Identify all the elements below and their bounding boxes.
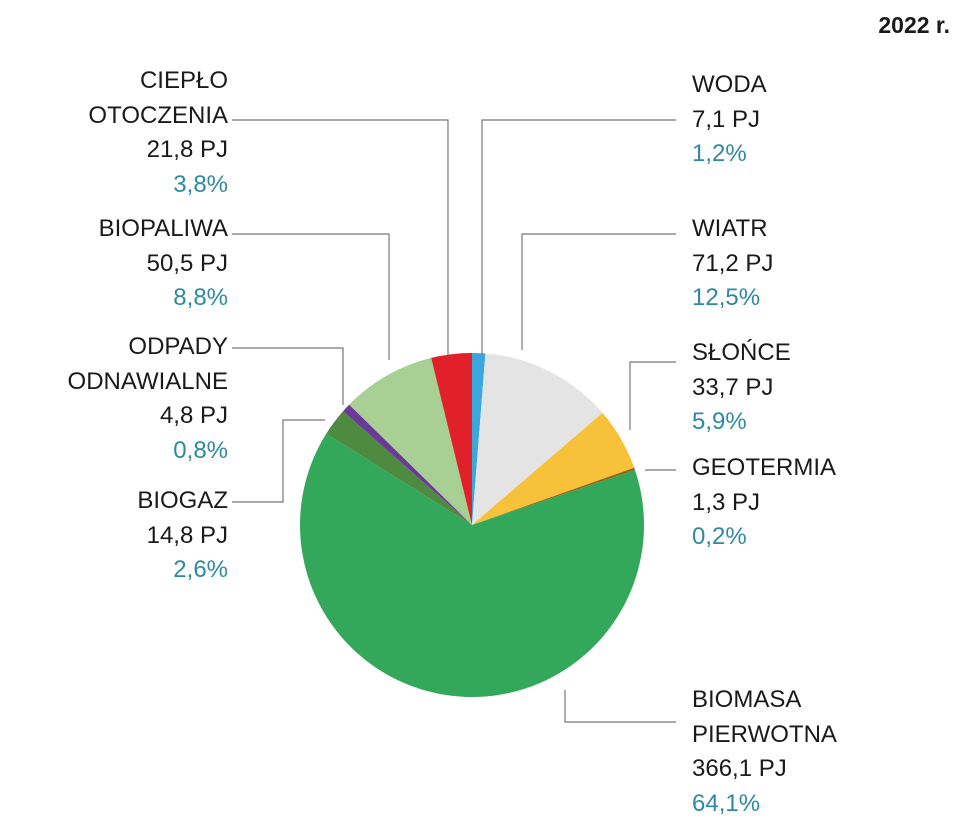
- label-value: 366,1 PJ: [692, 755, 787, 782]
- label-percent: 64,1%: [692, 789, 761, 817]
- label-biomasa: BIOMASA PIERWOTNA 366,1 PJ 64,1%: [692, 683, 837, 821]
- leader-line-biomasa: [564, 690, 676, 723]
- label-odpady: ODPADY ODNAWIALNE 4,8 PJ 0,8%: [68, 330, 228, 468]
- leader-line-biopaliwa: [232, 233, 390, 360]
- label-biopaliwa: BIOPALIWA 50,5 PJ 8,8%: [99, 212, 228, 316]
- label-value: 21,8 PJ: [146, 136, 228, 163]
- leader-line-cieplo: [232, 119, 449, 355]
- label-name: BIOGAZ: [137, 487, 228, 514]
- label-name: GEOTERMIA: [692, 454, 837, 481]
- leader-line-biogaz: [232, 419, 325, 503]
- label-percent: 5,9%: [692, 408, 747, 435]
- label-name: ODNAWIALNE: [67, 367, 228, 395]
- label-ciepło: CIEPŁO OTOCZENIA 21,8 PJ 3,8%: [88, 64, 228, 202]
- leader-line-wiatr: [521, 233, 676, 350]
- label-name: BIOPALIWA: [98, 215, 228, 242]
- label-percent: 12,5%: [692, 284, 761, 311]
- label-name: OTOCZENIA: [88, 101, 228, 129]
- label-value: 1,3 PJ: [692, 488, 761, 516]
- label-name: ODPADY: [128, 333, 228, 360]
- pie-slice-ciepło: [431, 353, 472, 525]
- leader-line-odpady: [232, 347, 344, 405]
- pie-slice-słońce: [472, 412, 635, 525]
- pie-slice-woda: [472, 353, 486, 525]
- pie-slice-odpady: [343, 404, 472, 525]
- label-percent: 2,6%: [173, 556, 228, 583]
- leader-line-slonce: [629, 361, 676, 430]
- label-percent: 0,2%: [692, 523, 747, 550]
- label-name: CIEPŁO: [139, 67, 228, 94]
- label-percent: 1,2%: [692, 140, 747, 167]
- label-name: SŁOŃCE: [692, 339, 791, 366]
- pie-slice-geotermia: [472, 467, 636, 525]
- label-value: 14,8 PJ: [146, 521, 228, 549]
- label-value: 50,5 PJ: [146, 249, 228, 277]
- label-geotermia: GEOTERMIA 1,3 PJ 0,2%: [692, 451, 836, 555]
- label-value: 4,8 PJ: [159, 402, 228, 429]
- label-name: WIATR: [692, 215, 768, 242]
- pie-slice-biopaliwa: [349, 357, 472, 525]
- label-value: 33,7 PJ: [692, 373, 774, 401]
- label-percent: 8,8%: [173, 284, 228, 311]
- label-biogaz: BIOGAZ 14,8 PJ 2,6%: [137, 484, 228, 588]
- label-value: 71,2 PJ: [692, 249, 774, 277]
- chart-title: 2022 r.: [878, 12, 950, 38]
- label-woda: WODA 7,1 PJ 1,2%: [692, 68, 767, 172]
- leader-line-woda: [481, 119, 676, 355]
- label-name: WODA: [692, 71, 767, 98]
- label-name: BIOMASA: [692, 686, 802, 713]
- pie-slice-wiatr: [472, 353, 603, 525]
- label-name: PIERWOTNA: [692, 720, 837, 748]
- label-percent: 0,8%: [173, 436, 228, 464]
- label-percent: 3,8%: [173, 170, 228, 198]
- pie-slice-biomasa: [299, 433, 644, 698]
- label-słońce: SŁOŃCE 33,7 PJ 5,9%: [692, 336, 791, 440]
- label-value: 7,1 PJ: [692, 105, 761, 133]
- pie-slice-biogaz: [326, 411, 472, 525]
- label-wiatr: WIATR 71,2 PJ 12,5%: [692, 212, 773, 316]
